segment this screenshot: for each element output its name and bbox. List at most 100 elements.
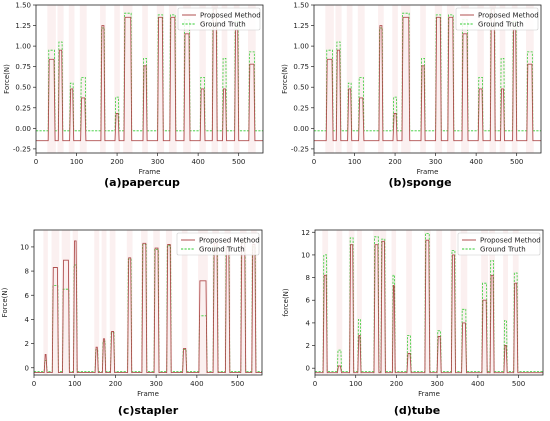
plot-area bbox=[43, 230, 257, 375]
pulse-band bbox=[212, 230, 219, 375]
pulse-band bbox=[114, 5, 120, 153]
pulse-band bbox=[101, 230, 107, 375]
legend-label: Ground Truth bbox=[200, 21, 246, 29]
pulse-band bbox=[348, 230, 355, 375]
plot-frame bbox=[35, 4, 264, 154]
pulse-band bbox=[322, 230, 329, 375]
y-tick-label: 2 bbox=[25, 340, 29, 348]
panel-caption: (c)stapler bbox=[118, 404, 179, 417]
pulse-band bbox=[489, 5, 497, 153]
pulse-band bbox=[511, 5, 518, 153]
y-tick-label: 1.50 bbox=[293, 2, 309, 10]
pulse-band bbox=[434, 5, 443, 153]
series-ground-truth bbox=[314, 8, 541, 132]
y-tick-label: 6 bbox=[25, 292, 30, 300]
pulse-band bbox=[489, 230, 495, 375]
y-tick-label: 0 bbox=[25, 364, 29, 372]
pulse-band bbox=[51, 230, 60, 375]
x-tick-label: 500 bbox=[510, 158, 523, 166]
pulse-band bbox=[335, 5, 342, 153]
x-tick-label: 500 bbox=[231, 380, 244, 388]
panel-sponge: (b)sponge 0 100 200 300 400 500 -0.25 0.00 0.25 0… bbox=[281, 2, 542, 189]
plot-frame bbox=[314, 229, 544, 376]
panel-tube: (d)tube 0 100 200 300 400 500 0 2 4 6 8 10 12 Frame fo… bbox=[282, 229, 544, 417]
y-axis-label: Force(N) bbox=[281, 64, 289, 94]
pulse-band bbox=[79, 5, 87, 153]
x-tick-label: 0 bbox=[312, 158, 316, 166]
x-tick-label: 300 bbox=[149, 380, 162, 388]
plot-area bbox=[325, 5, 534, 153]
pulse-band bbox=[346, 5, 353, 153]
pulse-band bbox=[401, 5, 411, 153]
pulse-band bbox=[156, 5, 165, 153]
y-tick-label: 8 bbox=[306, 274, 310, 282]
y-tick-label: 10 bbox=[301, 251, 310, 259]
panel-caption: (a)papercup bbox=[104, 176, 180, 189]
pulse-band bbox=[72, 230, 78, 375]
pulse-band bbox=[47, 5, 56, 153]
x-tick-label: 400 bbox=[190, 380, 203, 388]
pulse-band bbox=[199, 5, 206, 153]
plot-frame bbox=[313, 4, 542, 154]
pulse-band bbox=[142, 5, 148, 153]
y-axis-label: Force(N) bbox=[3, 64, 11, 94]
legend-label: Proposed Method bbox=[199, 237, 260, 245]
pulse-band bbox=[168, 5, 177, 153]
pulse-band bbox=[460, 230, 468, 375]
pulse-band bbox=[165, 230, 173, 375]
pulse-band bbox=[68, 5, 75, 153]
y-tick-label: 0.75 bbox=[293, 63, 309, 71]
panel-caption: (b)sponge bbox=[388, 176, 451, 189]
y-tick-label: 0.00 bbox=[293, 125, 309, 133]
x-tick-label: 0 bbox=[313, 380, 317, 388]
pulse-band bbox=[526, 5, 534, 153]
pulse-band bbox=[183, 5, 191, 153]
y-tick-label: -0.25 bbox=[13, 145, 31, 153]
legend-label: Ground Truth bbox=[199, 246, 245, 254]
x-axis-label: Frame bbox=[418, 390, 440, 398]
x-tick-label: 100 bbox=[348, 158, 361, 166]
x-tick-label: 0 bbox=[34, 158, 38, 166]
pulse-band bbox=[512, 230, 519, 375]
x-axis-label: Frame bbox=[417, 168, 439, 176]
pulse-band bbox=[424, 230, 431, 375]
pulse-band bbox=[406, 230, 412, 375]
pulse-band bbox=[57, 5, 64, 153]
y-tick-label: -0.25 bbox=[291, 145, 309, 153]
pulse-band bbox=[450, 230, 457, 375]
y-tick-label: 1.00 bbox=[293, 43, 309, 51]
pulse-band bbox=[233, 5, 240, 153]
y-tick-label: 0.25 bbox=[15, 104, 31, 112]
y-tick-label: 1.25 bbox=[293, 22, 309, 30]
y-tick-label: 6 bbox=[306, 297, 311, 305]
panel-caption: (d)tube bbox=[394, 404, 440, 417]
x-tick-label: 300 bbox=[151, 158, 164, 166]
pulse-band bbox=[141, 230, 148, 375]
x-tick-label: 400 bbox=[191, 158, 204, 166]
y-tick-label: 12 bbox=[301, 229, 310, 237]
y-tick-label: 4 bbox=[306, 319, 311, 327]
y-tick-label: 0 bbox=[306, 365, 310, 373]
legend-label: Ground Truth bbox=[478, 21, 524, 29]
y-tick-label: 1.00 bbox=[15, 43, 31, 51]
legend-label: Proposed Method bbox=[480, 237, 541, 245]
pulse-band bbox=[248, 5, 256, 153]
x-tick-label: 200 bbox=[388, 158, 401, 166]
pulse-band bbox=[181, 230, 188, 375]
pulse-band bbox=[378, 5, 384, 153]
legend-label: Ground Truth bbox=[480, 246, 526, 254]
pulse-band bbox=[94, 230, 100, 375]
x-tick-label: 100 bbox=[68, 380, 81, 388]
pulse-band bbox=[499, 5, 506, 153]
x-axis-label: Frame bbox=[139, 168, 161, 176]
y-tick-label: 1.25 bbox=[15, 22, 31, 30]
pulse-band bbox=[240, 230, 247, 375]
y-tick-label: 0.25 bbox=[293, 104, 309, 112]
x-tick-label: 400 bbox=[469, 158, 482, 166]
pulse-band bbox=[380, 230, 387, 375]
pulse-band bbox=[391, 230, 397, 375]
y-tick-label: 4 bbox=[25, 316, 30, 324]
